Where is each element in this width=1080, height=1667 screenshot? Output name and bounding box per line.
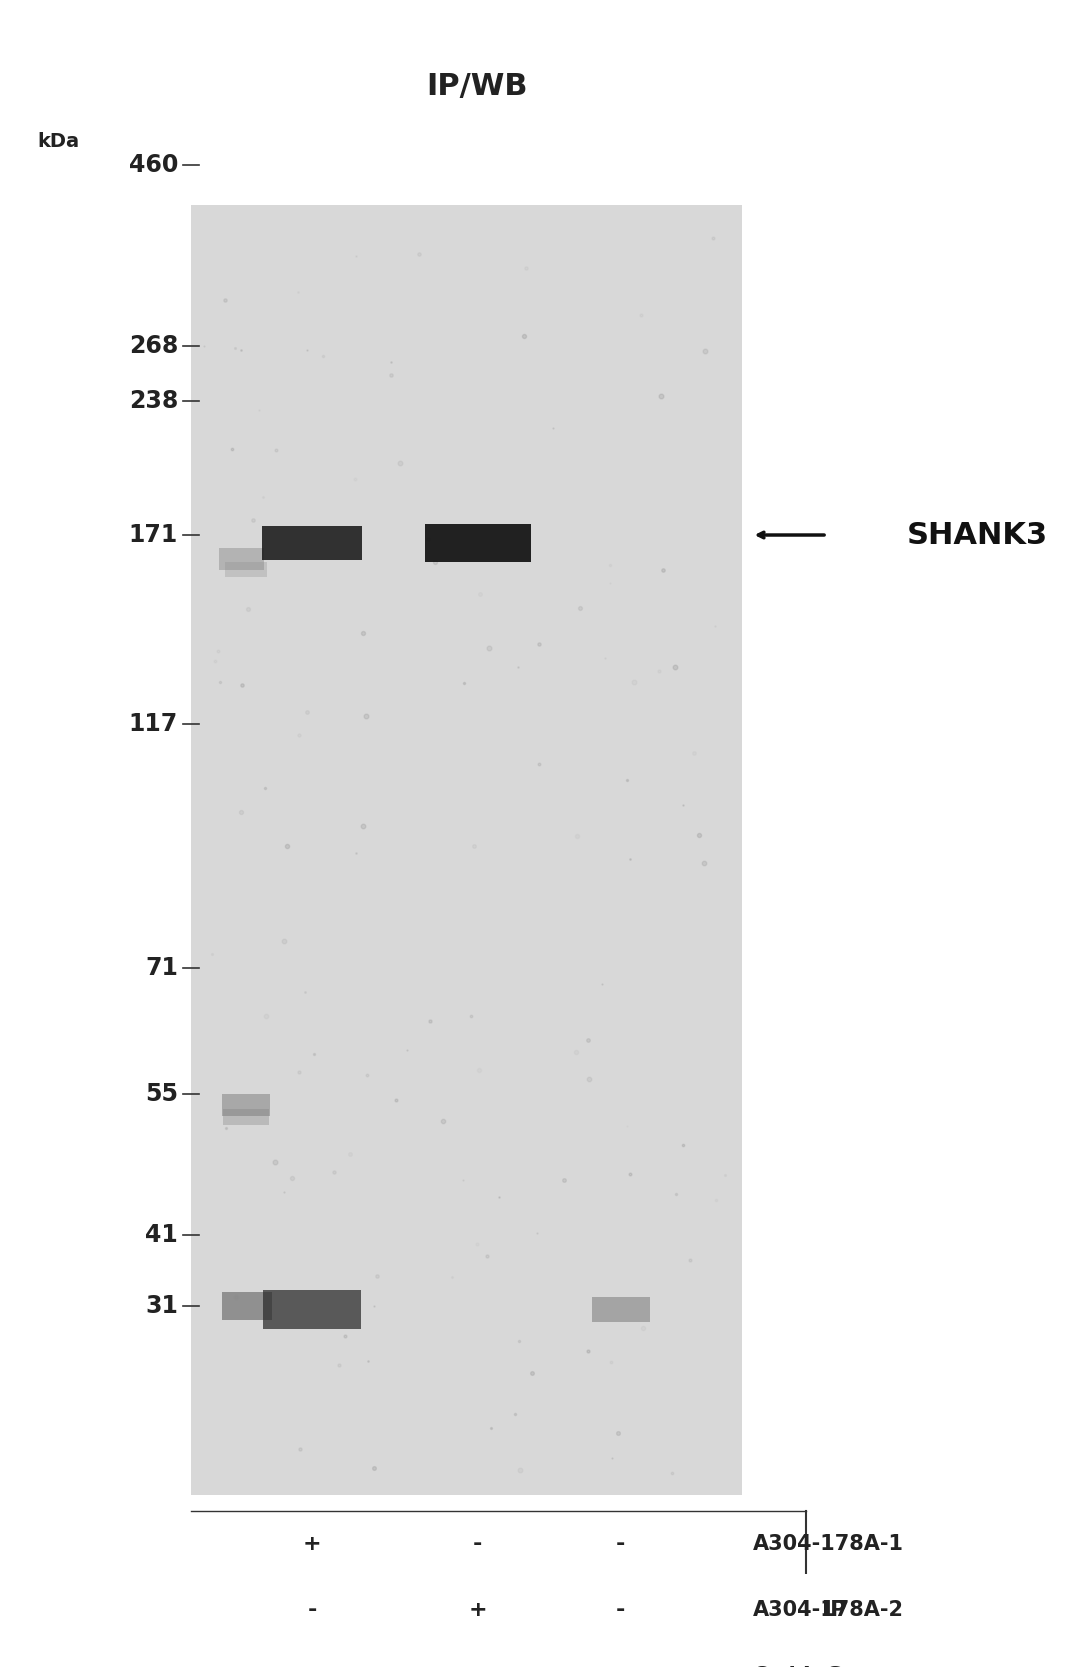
Text: 55: 55: [145, 1082, 178, 1105]
Bar: [424, 523, 530, 562]
Text: kDa: kDa: [37, 132, 79, 152]
Text: IP/WB: IP/WB: [427, 72, 528, 102]
Text: IP: IP: [822, 1600, 846, 1620]
Text: A304-178A-1: A304-178A-1: [753, 1534, 904, 1554]
Text: A304-178A-2: A304-178A-2: [753, 1600, 904, 1620]
Text: +: +: [469, 1600, 487, 1620]
Text: 171: 171: [129, 523, 178, 547]
Text: -: -: [308, 1600, 316, 1620]
Text: -: -: [617, 1534, 625, 1554]
Text: 71: 71: [145, 955, 178, 980]
Bar: [191, 205, 742, 1495]
Text: 31: 31: [145, 1294, 178, 1319]
Bar: [222, 1109, 269, 1125]
Bar: [219, 547, 264, 570]
Text: 238: 238: [129, 390, 178, 413]
Text: 117: 117: [129, 712, 178, 735]
Text: 460: 460: [129, 153, 178, 177]
Bar: [264, 1290, 361, 1329]
Bar: [221, 1292, 272, 1320]
Bar: [261, 525, 363, 560]
Text: +: +: [302, 1534, 322, 1554]
Bar: [225, 562, 267, 577]
Text: -: -: [617, 1600, 625, 1620]
Text: SHANK3: SHANK3: [906, 520, 1048, 550]
Bar: [221, 1094, 270, 1115]
Text: -: -: [473, 1534, 482, 1554]
Text: 41: 41: [146, 1224, 178, 1247]
Bar: [592, 1297, 650, 1322]
Text: 268: 268: [129, 333, 178, 358]
